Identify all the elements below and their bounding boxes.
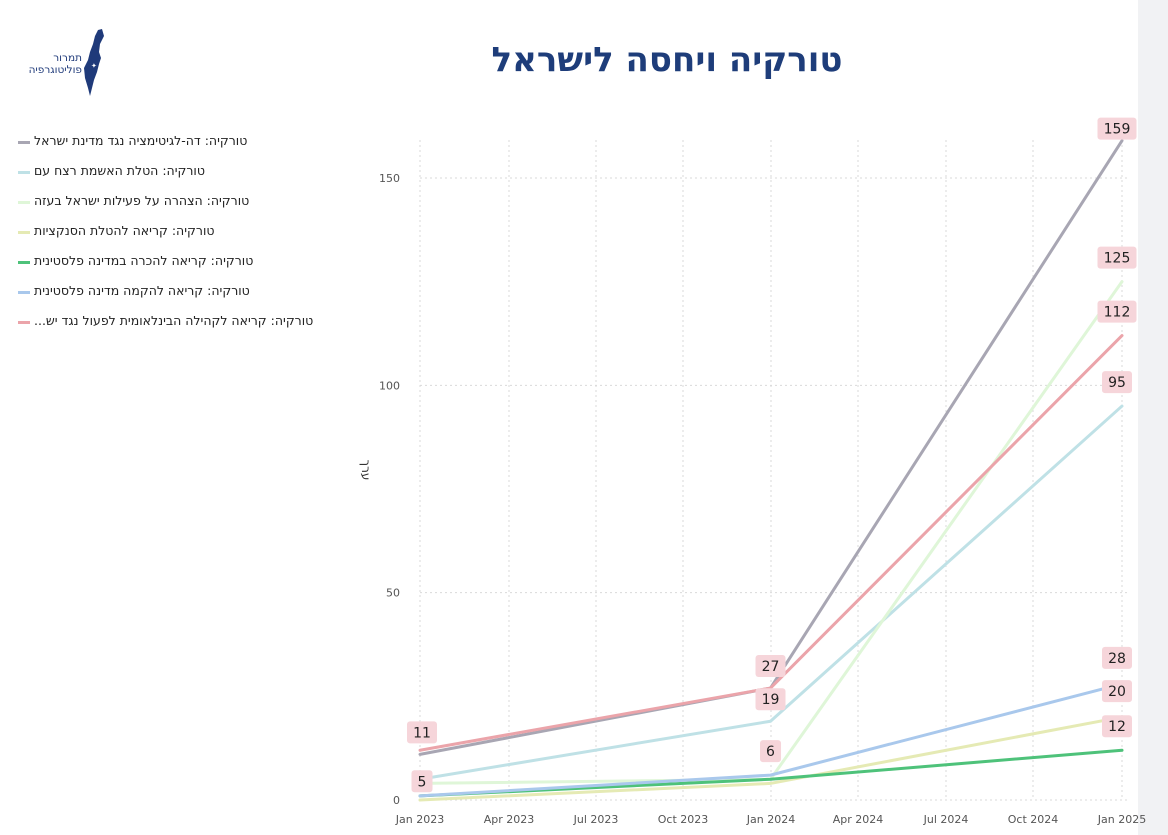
legend-swatch <box>18 231 30 234</box>
legend-swatch <box>18 291 30 294</box>
legend-item[interactable]: טורקיה: הצהרה על פעילות ישראל בעזה <box>18 188 358 218</box>
data-label-box <box>755 688 786 711</box>
data-label: 27 <box>762 659 780 675</box>
legend-swatch <box>18 321 30 324</box>
legend-label: טורקיה: הטלת האשמת רצח עם <box>34 163 205 178</box>
y-tick-label: 100 <box>379 379 400 392</box>
legend-swatch <box>18 141 30 144</box>
data-label-box <box>1097 117 1137 140</box>
y-tick-label: 150 <box>379 172 400 185</box>
series-line <box>418 715 1124 802</box>
data-label: 19 <box>762 692 780 708</box>
data-label-box <box>1097 246 1137 269</box>
legend-item[interactable]: טורקיה: קריאה להטלת הסנקציות <box>18 218 358 248</box>
legend-label: טורקיה: קריאה להטלת הסנקציות <box>34 223 215 238</box>
data-label: 5 <box>418 774 427 790</box>
data-label: 112 <box>1104 305 1131 321</box>
data-label-box <box>411 770 433 793</box>
y-tick-label: 50 <box>386 587 400 600</box>
data-label-box <box>1102 646 1132 669</box>
x-tick-label: Apr 2024 <box>833 813 884 826</box>
data-label-box <box>1102 371 1132 394</box>
window-edge <box>1138 0 1168 835</box>
data-label: 125 <box>1104 251 1131 267</box>
data-label: 11 <box>413 725 431 741</box>
legend-item[interactable]: טורקיה: קריאה להקמה מדינה פלסטינית <box>18 278 358 308</box>
legend-swatch <box>18 171 30 174</box>
x-tick-label: Jan 2025 <box>1097 813 1146 826</box>
chart-legend: טורקיה: דה-לגיטימציה נגד מדינת ישראל טורק… <box>18 128 358 338</box>
data-label-box <box>407 721 437 744</box>
data-label-box <box>1097 300 1137 323</box>
data-label-box <box>1102 680 1132 703</box>
logo: ✦ תמרור פוליטוגרפיה <box>14 28 110 100</box>
data-label: 28 <box>1108 651 1126 667</box>
legend-item[interactable]: טורקיה: דה-לגיטימציה נגד מדינת ישראל <box>18 128 358 158</box>
legend-item[interactable]: טורקיה: קריאה להכרה במדינה פלסטינית <box>18 248 358 278</box>
legend-label: טורקיה: קריאה להכרה במדינה פלסטינית <box>34 253 254 268</box>
x-tick-label: Jan 2023 <box>395 813 444 826</box>
series-line <box>418 404 1124 781</box>
x-tick-label: Jul 2024 <box>923 813 969 826</box>
israel-map-icon: ✦ <box>84 29 104 96</box>
x-tick-label: Oct 2023 <box>658 813 709 826</box>
series-line <box>418 334 1124 752</box>
legend-label: טורקיה: דה-לגיטימציה נגד מדינת ישראל <box>34 133 248 148</box>
data-label-box <box>760 740 782 763</box>
series-line <box>418 682 1124 798</box>
logo-line1: תמרור <box>53 52 82 64</box>
logo-line2: פוליטוגרפיה <box>28 64 82 76</box>
x-tick-label: Oct 2024 <box>1008 813 1059 826</box>
data-label: 6 <box>766 744 775 760</box>
x-tick-label: Jan 2024 <box>746 813 795 826</box>
svg-text:✦: ✦ <box>91 62 97 70</box>
data-label-box <box>755 655 786 678</box>
x-tick-label: Jul 2023 <box>573 813 619 826</box>
legend-label: טורקיה: הצהרה על פעילות ישראל בעזה <box>34 193 250 208</box>
x-tick-label: Apr 2023 <box>484 813 535 826</box>
data-label: 12 <box>1108 719 1126 735</box>
legend-swatch <box>18 261 30 264</box>
legend-label: טורקיה: קריאה להקמה מדינה פלסטינית <box>34 283 250 298</box>
data-label: 95 <box>1108 375 1126 391</box>
legend-label: טורקיה: קריאה לקהילה הבינלאומית לפעול נג… <box>34 313 314 328</box>
data-label-box <box>1102 715 1132 738</box>
legend-item[interactable]: טורקיה: קריאה לקהילה הבינלאומית לפעול נג… <box>18 308 358 338</box>
y-axis-label: ערך <box>359 460 373 481</box>
legend-swatch <box>18 201 30 204</box>
legend-item[interactable]: טורקיה: הטלת האשמת רצח עם <box>18 158 358 188</box>
data-label: 159 <box>1104 122 1131 138</box>
page-title: טורקיה ויחסה לישראל <box>0 40 1168 80</box>
y-tick-label: 0 <box>393 794 400 807</box>
page-title-text: טורקיה ויחסה לישראל <box>491 40 843 80</box>
data-label: 20 <box>1108 684 1126 700</box>
